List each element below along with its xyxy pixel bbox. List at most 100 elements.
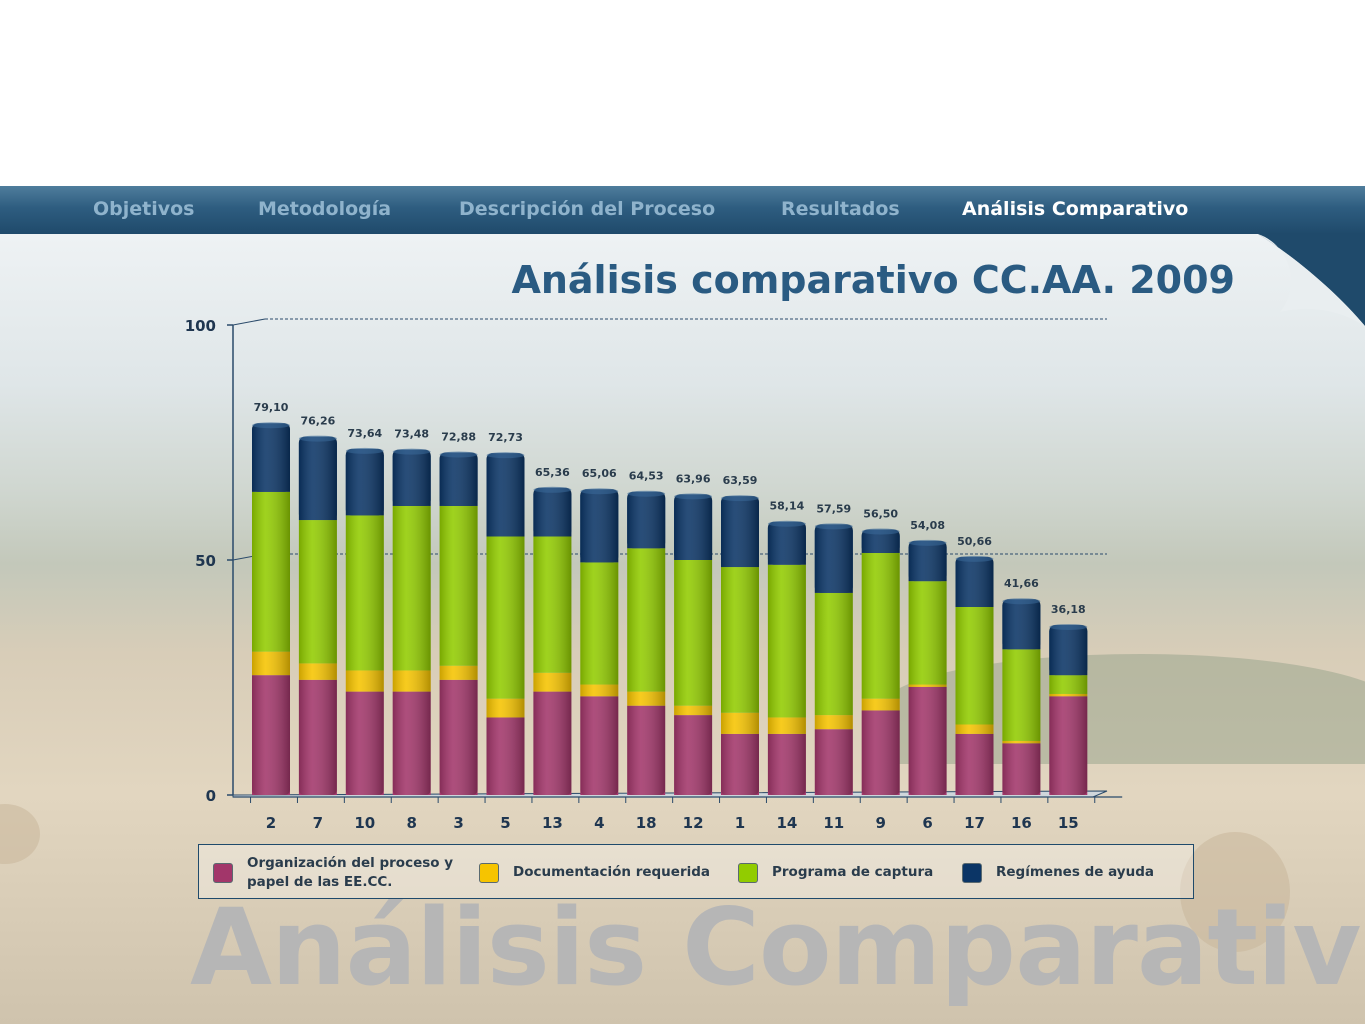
bar-total-label: 79,10 [254, 401, 289, 414]
bar-top-cap [252, 422, 290, 429]
nav-item-metodologia[interactable]: Metodología [258, 198, 392, 220]
bar-top-cap [298, 435, 337, 442]
legend-swatch-regimenes-ayuda [962, 862, 982, 883]
bar-top-cap [908, 539, 947, 546]
legend-label-organizacion: Organización del proceso y papel de las … [247, 854, 454, 890]
bar-total-label: 36,18 [1051, 603, 1086, 616]
x-tick-label: 4 [594, 814, 604, 832]
nav-item-descripcion-proceso[interactable]: Descripción del Proceso [459, 198, 716, 220]
nav-item-objetivos[interactable]: Objetivos [93, 198, 195, 220]
watermark-text: Análisis Comparativo [190, 886, 1365, 1009]
x-tick-label: 10 [354, 814, 375, 832]
legend-item-regimenes-ayuda: Regímenes de ayuda [962, 845, 1154, 900]
bar-total-label: 56,50 [863, 507, 898, 520]
page-curl-decoration [1258, 234, 1365, 326]
bar-top-cap [392, 448, 431, 455]
bar-total-label: 41,66 [1004, 577, 1039, 590]
bar-top-cap [767, 520, 806, 527]
bar-top-cap [861, 528, 900, 535]
background-hay-bale [1180, 832, 1290, 952]
gridline-side [232, 318, 266, 326]
legend-swatch-organizacion [213, 862, 233, 883]
x-tick-label: 3 [453, 814, 463, 832]
bar-shading [392, 449, 431, 795]
bar-total-label: 54,08 [910, 519, 945, 532]
bar-total-label: 73,48 [394, 428, 429, 441]
bar-shading [439, 452, 478, 795]
bar-total-label: 57,59 [816, 502, 851, 515]
x-tick-label: 1 [735, 814, 745, 832]
x-tick-label: 5 [500, 814, 510, 832]
legend-swatch-programa-captura [738, 862, 758, 883]
bar-total-label: 72,73 [488, 431, 523, 444]
nav-item-analisis-comparativo[interactable]: Análisis Comparativo [962, 198, 1189, 220]
bar-shading [861, 529, 900, 795]
chart-legend: Organización del proceso y papel de las … [198, 844, 1194, 899]
y-tick-label: 50 [195, 552, 216, 570]
legend-item-documentacion: Documentación requerida [479, 845, 710, 900]
x-tick-label: 12 [683, 814, 704, 832]
legend-item-organizacion: Organización del proceso y papel de las … [213, 845, 472, 900]
bar-total-label: 72,88 [441, 430, 476, 443]
bar-shading [1002, 599, 1041, 795]
x-tick-label: 6 [922, 814, 932, 832]
top-navigation-bar: Objetivos Metodología Descripción del Pr… [0, 186, 1365, 234]
bar-top-cap [533, 486, 572, 493]
bar-top-cap [439, 451, 478, 458]
bar-shading [252, 423, 290, 795]
bar-shading [814, 524, 853, 795]
bar-top-cap [955, 555, 994, 562]
bar-shading [533, 487, 572, 795]
x-tick-label: 14 [776, 814, 797, 832]
bar-shading [580, 489, 619, 795]
top-white-area [0, 0, 1365, 186]
bar-shading [767, 521, 806, 795]
bar-shading [908, 540, 947, 795]
bar-shading [955, 556, 994, 795]
bar-shading [1049, 624, 1088, 795]
x-tick-label: 8 [406, 814, 416, 832]
bar-shading [345, 448, 384, 795]
legend-item-programa-captura: Programa de captura [738, 845, 933, 900]
x-tick-label: 7 [313, 814, 323, 832]
bar-shading [721, 496, 759, 795]
bar-top-cap [1002, 598, 1041, 605]
nav-item-resultados[interactable]: Resultados [781, 198, 900, 220]
bar-top-cap [674, 493, 713, 500]
bar-shading [298, 436, 337, 795]
x-tick-label: 2 [266, 814, 276, 832]
bar-total-label: 58,14 [770, 500, 805, 513]
bar-shading [674, 494, 713, 795]
legend-swatch-documentacion [479, 862, 499, 883]
legend-label-regimenes-ayuda: Regímenes de ayuda [996, 864, 1154, 880]
x-tick-label: 13 [542, 814, 563, 832]
legend-label-programa-captura: Programa de captura [772, 864, 934, 880]
bar-top-cap [580, 488, 619, 495]
bar-total-label: 64,53 [629, 470, 664, 483]
bar-top-cap [627, 490, 666, 497]
x-tick-label: 15 [1058, 814, 1079, 832]
x-tick-label: 16 [1011, 814, 1032, 832]
bar-total-label: 63,96 [676, 472, 711, 485]
bar-top-cap [486, 452, 525, 459]
bar-top-cap [814, 523, 853, 530]
bar-total-label: 65,06 [582, 467, 617, 480]
y-tick-label: 0 [206, 787, 216, 805]
bar-total-label: 73,64 [347, 427, 382, 440]
bar-total-label: 63,59 [723, 474, 758, 487]
bar-top-cap [345, 447, 384, 454]
bar-shading [486, 453, 525, 795]
bar-shading [627, 491, 666, 795]
x-tick-label: 18 [636, 814, 657, 832]
y-tick-label: 100 [185, 317, 216, 335]
bar-total-label: 65,36 [535, 466, 570, 479]
bar-total-label: 76,26 [301, 415, 336, 428]
chart-title: Análisis comparativo CC.AA. 2009 [511, 258, 1235, 302]
bar-top-cap [721, 495, 759, 502]
bar-total-label: 50,66 [957, 535, 992, 548]
bar-top-cap [1049, 623, 1088, 630]
legend-label-documentacion: Documentación requerida [513, 864, 711, 880]
x-tick-label: 9 [875, 814, 885, 832]
x-tick-label: 11 [823, 814, 844, 832]
